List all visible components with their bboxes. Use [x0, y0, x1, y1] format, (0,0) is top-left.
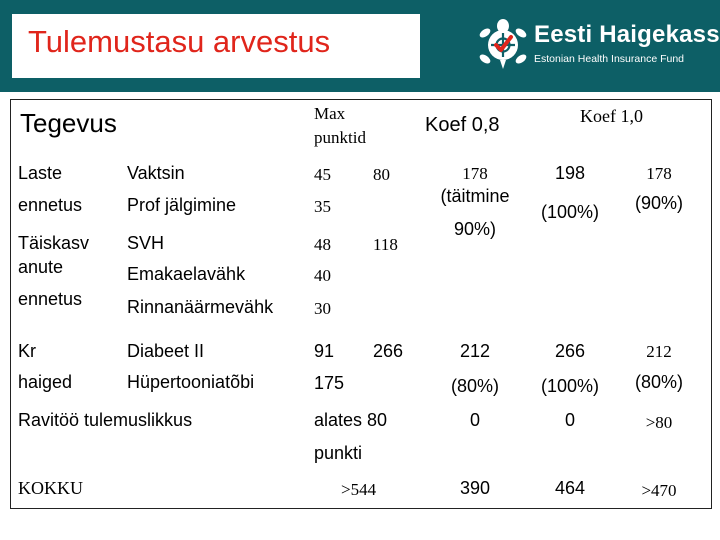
subtotal-kr: 266	[373, 341, 404, 361]
label-kokku: KOKKU	[18, 478, 83, 498]
label-ravitoo: Ravitöö tulemuslikkus	[18, 410, 193, 430]
item-svh: SVH	[127, 233, 165, 253]
subtotal-taiskasv: 118	[373, 235, 398, 254]
points-vaktsin: 45	[314, 165, 331, 184]
logo: Eesti Haigekassa Estonian Health Insuran…	[476, 14, 720, 78]
header-tegevus: Tegevus	[20, 108, 117, 138]
koef08-laste-taitmine: (täitmine	[440, 186, 510, 206]
koef10-ravi: 0	[564, 410, 575, 430]
label-kr: Kr	[18, 341, 36, 361]
koef10b-ravi: >80	[645, 413, 673, 432]
item-rinnanaarmevahk: Rinnanäärmevähk	[127, 297, 274, 317]
koef08-kokku: 390	[459, 478, 491, 498]
koef08-kr-percent: (80%)	[450, 376, 499, 396]
item-hypertooniatobi: Hüpertooniatõbi	[127, 372, 255, 392]
results-table	[10, 99, 712, 509]
header-max-line2: punktid	[314, 128, 366, 147]
item-prof-jalgimine: Prof jälgimine	[127, 195, 237, 215]
points-prof: 35	[314, 197, 331, 216]
label-ennetus-2: ennetus	[18, 289, 83, 309]
koef10b-kr-value: 212	[646, 342, 672, 361]
logo-subtitle: Estonian Health Insurance Fund	[534, 53, 685, 65]
item-emakaelavahk: Emakaelavähk	[127, 264, 246, 284]
label-haiged: haiged	[18, 372, 73, 392]
header-koef-10: Koef 1,0	[580, 106, 643, 126]
item-vaktsin: Vaktsin	[127, 163, 185, 183]
subtotal-laste: 80	[373, 165, 390, 184]
koef08-ravi: 0	[469, 410, 480, 430]
points-emaka: 40	[314, 266, 331, 285]
koef08-laste-value: 178	[462, 164, 488, 183]
label-ennetus: ennetus	[18, 195, 83, 215]
header-koef-08: Koef 0,8	[425, 114, 500, 136]
koef10b-laste-value: 178	[646, 164, 672, 183]
koef10-laste-percent: (100%)	[540, 202, 600, 222]
page-title: Tulemustasu arvestus	[28, 24, 331, 59]
label-anute: anute	[18, 257, 64, 277]
label-laste: Laste	[18, 163, 63, 183]
points-svh: 48	[314, 235, 331, 254]
label-taiskasv: Täiskasv	[18, 233, 90, 253]
logo-name: Eesti Haigekassa	[534, 21, 720, 48]
item-diabeet: Diabeet II	[127, 341, 205, 361]
koef08-laste-percent: 90%)	[453, 219, 497, 239]
points-kokku: >544	[341, 480, 377, 499]
points-rinnan: 30	[314, 299, 331, 318]
koef10-laste-value: 198	[554, 163, 586, 183]
turtle-logo-icon	[479, 19, 527, 69]
koef10-kr-percent: (100%)	[540, 376, 600, 396]
koef10b-kr-percent: (80%)	[634, 372, 683, 392]
points-diabeet: 91	[314, 341, 335, 361]
title-box: Tulemustasu arvestus	[12, 14, 420, 78]
koef10-kokku: 464	[554, 478, 586, 498]
header-bar: Tulemustasu arvestus Eesti Haigekassa Es…	[0, 0, 720, 92]
koef10-kr-value: 266	[554, 341, 586, 361]
header-max-line1: Max	[314, 104, 346, 123]
points-alates: alates 80	[314, 410, 388, 430]
koef10b-kokku: >470	[641, 481, 677, 500]
koef08-kr-value: 212	[459, 341, 491, 361]
koef10b-laste-percent: (90%)	[634, 193, 683, 213]
points-punkti: punkti	[314, 443, 363, 463]
points-hypert: 175	[314, 373, 345, 393]
